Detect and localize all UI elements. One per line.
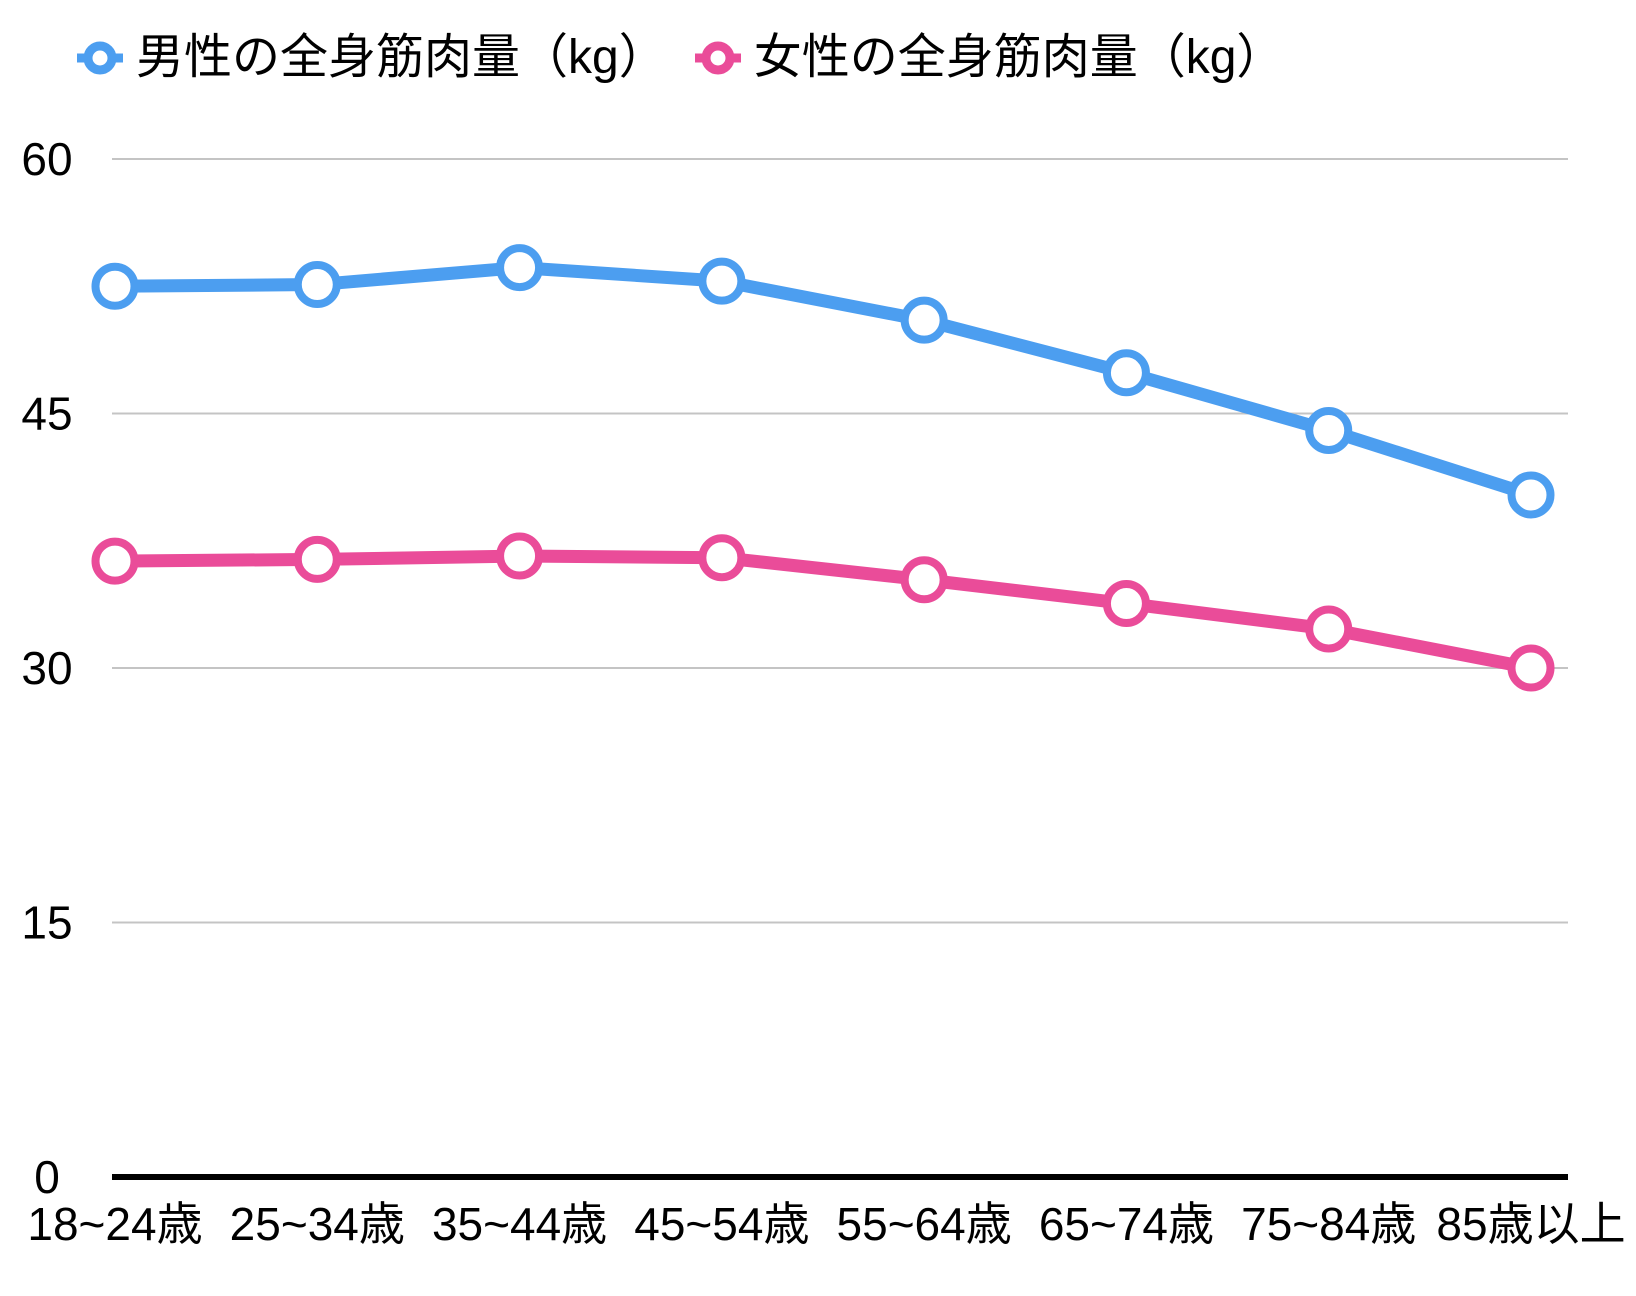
male-legend-marker-icon (77, 41, 123, 75)
x-tick-label: 35~44歳 (432, 1198, 607, 1250)
female-legend-marker-icon (694, 41, 741, 75)
legend-item-female: 女性の全身筋肉量（kg） (694, 31, 1285, 84)
y-tick-label: 0 (34, 1151, 60, 1203)
female-data-point-75~84歳 (1305, 605, 1353, 653)
x-tick-label: 75~84歳 (1241, 1198, 1416, 1250)
legend-label-male: 男性の全身筋肉量（kg） (136, 31, 667, 84)
x-tick-label: 45~54歳 (634, 1198, 809, 1250)
male-data-point-45~54歳 (698, 257, 746, 305)
male-data-point-18~24歳 (91, 262, 139, 310)
female-data-point-85歳以上 (1507, 644, 1555, 692)
female-data-point-45~54歳 (698, 534, 746, 582)
male-data-point-55~64歳 (900, 296, 948, 344)
female-data-point-18~24歳 (91, 537, 139, 585)
x-tick-label: 55~64歳 (837, 1198, 1012, 1250)
legend-label-female: 女性の全身筋肉量（kg） (753, 31, 1285, 84)
legend: 男性の全身筋肉量（kg） 女性の全身筋肉量（kg） (77, 16, 1284, 100)
y-tick-label: 15 (21, 897, 72, 949)
female-data-point-25~34歳 (293, 535, 341, 583)
male-data-point-35~44歳 (496, 244, 544, 292)
female-data-point-55~64歳 (900, 556, 948, 604)
x-tick-label: 18~24歳 (27, 1198, 202, 1250)
male-data-point-85歳以上 (1507, 471, 1555, 519)
male-series-line (114, 261, 1533, 502)
y-tick-label: 60 (21, 133, 72, 185)
y-tick-label: 30 (21, 642, 72, 694)
x-tick-label: 65~74歳 (1039, 1198, 1214, 1250)
legend-item-male: 男性の全身筋肉量（kg） (77, 34, 667, 82)
male-data-point-75~84歳 (1305, 406, 1353, 454)
x-tick-label: 85歳以上 (1436, 1198, 1625, 1250)
female-data-point-35~44歳 (496, 532, 544, 580)
female-data-point-65~74歳 (1102, 580, 1150, 628)
male-legend-ring (83, 41, 117, 75)
y-tick-label: 45 (21, 388, 72, 440)
male-data-point-65~74歳 (1102, 349, 1150, 397)
x-tick-label: 25~34歳 (230, 1198, 405, 1250)
female-series-line (114, 549, 1533, 675)
male-data-point-25~34歳 (293, 261, 341, 309)
female-legend-ring (701, 41, 735, 75)
